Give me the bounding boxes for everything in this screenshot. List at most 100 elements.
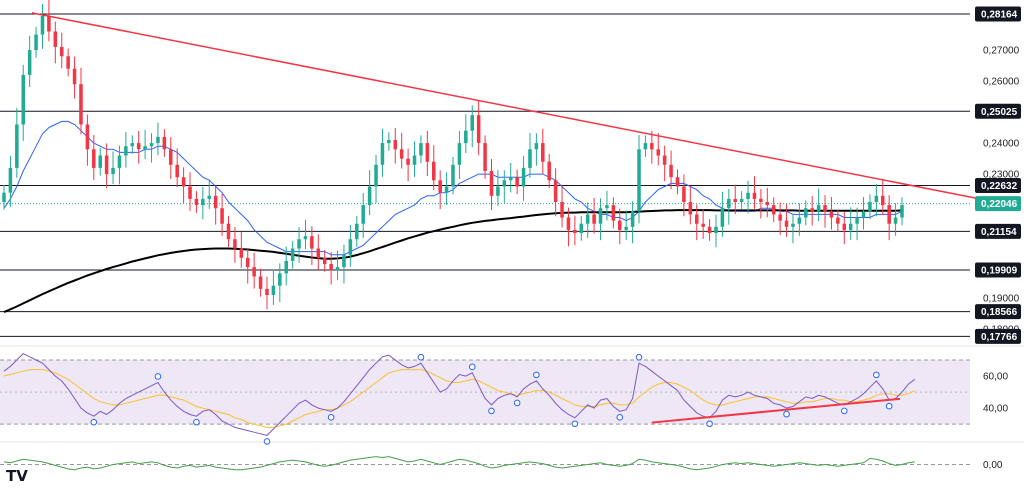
candle bbox=[784, 204, 789, 237]
candle bbox=[521, 155, 526, 201]
candle-body bbox=[521, 167, 526, 187]
candle bbox=[316, 234, 321, 270]
momentum-line bbox=[3, 456, 915, 471]
candle bbox=[258, 268, 263, 297]
candle-body bbox=[245, 257, 250, 268]
current-price-badge bbox=[975, 196, 1021, 212]
candle-body bbox=[585, 214, 590, 224]
candle-body bbox=[92, 149, 96, 168]
candle bbox=[553, 168, 558, 217]
candle-body bbox=[560, 202, 564, 218]
candle-body bbox=[220, 208, 224, 224]
candle bbox=[374, 154, 378, 203]
candle bbox=[194, 191, 199, 213]
candle bbox=[104, 143, 109, 189]
candle-body bbox=[124, 146, 128, 156]
rsi-pivot-marker bbox=[571, 420, 579, 428]
candle bbox=[476, 100, 481, 156]
candle-body bbox=[746, 192, 750, 199]
candle-body bbox=[207, 195, 212, 199]
candle-body bbox=[566, 217, 571, 230]
candle-body bbox=[72, 68, 77, 85]
rsi-pivot-marker bbox=[154, 373, 162, 380]
candle-body bbox=[310, 236, 314, 249]
rsi-pivot-marker bbox=[533, 371, 540, 379]
candle-body bbox=[880, 195, 885, 206]
candle-body bbox=[791, 223, 795, 227]
candle-body bbox=[329, 264, 333, 271]
candle bbox=[188, 172, 192, 212]
candle-body bbox=[444, 186, 449, 193]
price-tick-label: 0,19000 bbox=[983, 294, 1020, 305]
candle bbox=[21, 64, 26, 141]
candle bbox=[175, 148, 179, 188]
candle bbox=[92, 135, 96, 180]
candle bbox=[367, 170, 372, 216]
candle-body bbox=[201, 198, 205, 206]
candle-body bbox=[861, 211, 866, 218]
candle-body bbox=[451, 164, 455, 187]
candle-body bbox=[720, 208, 725, 227]
candle-body bbox=[79, 84, 83, 125]
candle-body bbox=[8, 167, 13, 193]
candle bbox=[585, 202, 590, 238]
candle bbox=[656, 132, 661, 166]
rsi-pivot-marker bbox=[417, 353, 425, 361]
candle-body bbox=[175, 164, 179, 178]
level-badge-label: 0,25025 bbox=[981, 107, 1018, 118]
rsi-pivot-marker bbox=[193, 418, 200, 426]
candle bbox=[399, 132, 404, 169]
candle bbox=[342, 244, 346, 284]
candle-body bbox=[367, 186, 372, 206]
level-badge bbox=[975, 103, 1021, 119]
candle-body bbox=[650, 143, 654, 150]
candle bbox=[387, 132, 391, 151]
candle-body bbox=[361, 205, 365, 224]
candle-body bbox=[290, 248, 295, 261]
candle-body bbox=[759, 198, 763, 203]
candle-body bbox=[476, 115, 481, 144]
candle bbox=[136, 130, 141, 164]
candle bbox=[72, 56, 77, 99]
candle bbox=[650, 130, 654, 164]
candle-body bbox=[752, 192, 757, 199]
candle-body bbox=[322, 257, 327, 265]
candle-body bbox=[464, 130, 468, 144]
candle bbox=[85, 114, 90, 166]
candle-body bbox=[675, 177, 680, 187]
descending-trendline bbox=[31, 12, 986, 201]
candle-body bbox=[489, 171, 494, 196]
candle bbox=[855, 207, 859, 241]
candle bbox=[169, 137, 173, 180]
candle-body bbox=[412, 155, 417, 165]
candle bbox=[419, 135, 423, 164]
candle bbox=[156, 122, 160, 156]
rsi-pivot-marker bbox=[885, 402, 893, 410]
candle bbox=[117, 145, 122, 185]
candle bbox=[727, 188, 731, 225]
candle bbox=[778, 202, 782, 235]
candle-body bbox=[85, 124, 90, 150]
candle bbox=[874, 183, 879, 217]
candle-body bbox=[534, 143, 539, 150]
candle-body bbox=[15, 124, 19, 168]
candle-body bbox=[156, 136, 160, 144]
candle-body bbox=[887, 205, 891, 224]
candle bbox=[848, 207, 853, 240]
candle-body bbox=[387, 139, 391, 144]
rsi-tick-label: 40,00 bbox=[983, 404, 1008, 415]
candle-body bbox=[425, 143, 430, 162]
candle bbox=[297, 227, 301, 263]
candle-body bbox=[316, 248, 321, 258]
candle-body bbox=[380, 143, 385, 165]
candle bbox=[335, 250, 340, 281]
candle bbox=[201, 186, 205, 220]
candle bbox=[579, 215, 584, 241]
candle-body bbox=[374, 164, 378, 187]
candle bbox=[752, 176, 757, 209]
candle-body bbox=[233, 239, 237, 249]
candle-body bbox=[438, 180, 442, 193]
candle-body bbox=[27, 50, 32, 75]
candle bbox=[79, 67, 83, 135]
